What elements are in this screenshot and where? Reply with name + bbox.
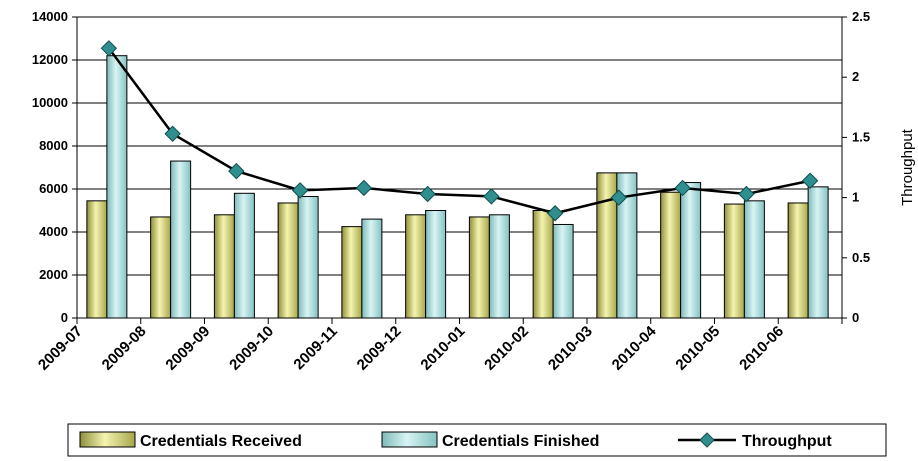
x-axis-tick-label: 2009-10 xyxy=(226,323,277,374)
legend-swatch-throughput-marker xyxy=(699,432,715,448)
left-axis-tick-label: 4000 xyxy=(39,224,68,239)
bar-credentials-finished xyxy=(425,210,447,319)
x-axis-tick-label: 2010-04 xyxy=(609,322,660,373)
bar-credentials-received xyxy=(150,216,172,319)
bar-credentials-received xyxy=(341,226,363,319)
legend-swatch-credentials-received xyxy=(79,431,136,448)
x-axis-tick-label: 2009-09 xyxy=(162,323,213,374)
x-axis-tick-label: 2010-06 xyxy=(736,323,787,374)
bar-credentials-finished xyxy=(361,218,383,319)
left-axis-tick-label: 8000 xyxy=(39,138,68,153)
legend-label-throughput: Throughput xyxy=(742,433,832,450)
bar-credentials-finished xyxy=(170,160,192,319)
bar-credentials-received xyxy=(405,214,427,319)
bar-credentials-finished xyxy=(552,223,574,319)
right-axis-title: Throughput xyxy=(899,128,916,206)
throughput-line xyxy=(100,40,819,222)
bars xyxy=(86,55,829,319)
x-axis-tick-label: 2010-03 xyxy=(545,323,596,374)
legend-swatch-credentials-finished xyxy=(381,431,438,448)
throughput-series-line xyxy=(107,47,811,215)
legend-label-credentials-finished: Credentials Finished xyxy=(442,433,599,450)
right-axis-tick-label: 1 xyxy=(852,190,859,205)
left-axis-tick-label: 12000 xyxy=(32,52,68,67)
throughput-point xyxy=(228,162,245,180)
throughput-point xyxy=(801,172,819,189)
right-axis-tick-label: 1.5 xyxy=(852,129,870,144)
bar-credentials-received xyxy=(660,191,682,319)
throughput-point xyxy=(483,188,500,205)
left-axis-tick-label: 14000 xyxy=(32,9,68,24)
bar-credentials-finished xyxy=(807,186,829,319)
right-axis-tick-label: 0 xyxy=(852,310,859,325)
bar-credentials-received xyxy=(213,214,235,319)
throughput-point xyxy=(291,182,309,199)
right-axis-tick-label: 2 xyxy=(852,69,859,84)
x-axis-tick-label: 2009-07 xyxy=(35,323,86,374)
throughput-point xyxy=(610,189,628,206)
left-axis-tick-label: 6000 xyxy=(39,181,68,196)
x-axis-tick-label: 2010-01 xyxy=(417,323,468,374)
x-axis-tick-label: 2009-12 xyxy=(354,323,405,374)
x-axis-tick-label: 2009-11 xyxy=(290,323,340,373)
bar-credentials-finished xyxy=(106,55,128,319)
axes xyxy=(72,16,847,324)
x-axis-tick-label: 2009-08 xyxy=(99,323,150,374)
throughput-point xyxy=(355,179,373,197)
legend-label-credentials-received: Credentials Received xyxy=(140,433,302,450)
bar-credentials-finished xyxy=(297,196,319,319)
left-axis-tick-label: 2000 xyxy=(39,267,68,282)
x-axis-tick-label: 2010-02 xyxy=(481,323,532,374)
bar-credentials-received xyxy=(532,210,554,319)
bar-credentials-received xyxy=(86,200,108,319)
bar-credentials-finished xyxy=(680,182,702,319)
right-axis-tick-label: 2.5 xyxy=(852,9,870,24)
bar-credentials-received xyxy=(787,202,809,319)
throughput-point xyxy=(100,40,118,57)
throughput-point xyxy=(738,185,755,203)
bar-credentials-finished xyxy=(743,200,765,319)
right-axis-tick-label: 0.5 xyxy=(852,250,870,265)
left-axis-ticks: 0 2000 4000 6000 8000 10000 12000 14000 xyxy=(32,9,68,325)
bar-credentials-finished xyxy=(488,214,510,319)
bar-credentials-received xyxy=(723,203,745,319)
x-axis-ticks: 2009-07 2009-08 2009-09 2009-10 2009-11 2009-… xyxy=(35,322,787,373)
legend-box xyxy=(67,423,887,457)
left-axis-tick-label: 0 xyxy=(61,310,68,325)
bar-credentials-received xyxy=(468,216,490,319)
throughput-point xyxy=(419,185,436,203)
right-axis-ticks: 0 0.5 1 1.5 2 2.5 xyxy=(852,9,870,325)
x-axis-tick-label: 2010-05 xyxy=(672,323,723,374)
throughput-point xyxy=(674,179,691,197)
throughput-point xyxy=(546,205,564,222)
bar-credentials-finished xyxy=(233,192,255,319)
legend: Credentials Received Credentials Finished… xyxy=(67,423,887,457)
left-axis-tick-label: 10000 xyxy=(32,95,68,110)
throughput-point xyxy=(164,125,181,142)
bar-credentials-received xyxy=(277,202,299,319)
